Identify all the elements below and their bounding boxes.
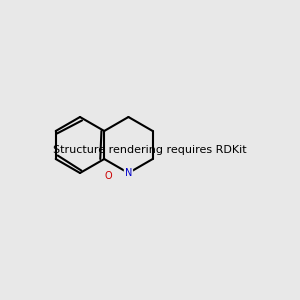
Text: Structure rendering requires RDKit: Structure rendering requires RDKit bbox=[53, 145, 247, 155]
Text: N: N bbox=[125, 168, 132, 178]
Text: O: O bbox=[104, 171, 112, 181]
